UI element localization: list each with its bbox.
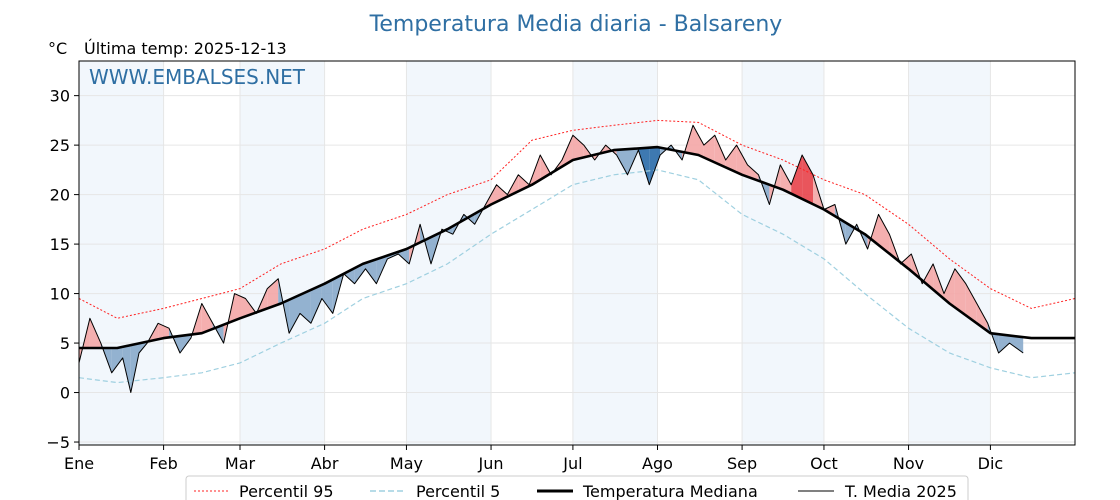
deviation-fill [802, 155, 813, 205]
deviation-fill [343, 268, 355, 284]
deviation-fill [725, 145, 737, 173]
y-tick-label: 5 [60, 334, 70, 353]
deviation-fill [1009, 335, 1024, 353]
y-tick-label: 25 [50, 136, 70, 155]
y-tick-label: 20 [50, 186, 70, 205]
series-line-percentil-95 [78, 119, 1076, 319]
legend-label-year: T. Media 2025 [844, 482, 957, 500]
deviation-fill [201, 303, 213, 334]
month-shade-band [406, 61, 492, 445]
deviation-fill [616, 149, 628, 175]
month-shade-band [908, 61, 991, 445]
x-tick-label: Mar [225, 454, 256, 473]
deviation-fill [791, 155, 803, 199]
deviation-fill [780, 164, 792, 194]
month-shade-band [742, 61, 824, 445]
deviation-fill [234, 293, 246, 321]
x-tick-label: Jul [562, 454, 582, 473]
deviation-fill [310, 284, 322, 324]
deviation-fill [649, 147, 661, 185]
deviation-fill [736, 145, 748, 177]
x-tick-label: Oct [810, 454, 838, 473]
deviation-fill [122, 345, 131, 393]
month-shade-band [572, 61, 658, 445]
unit-label: °C [48, 39, 67, 58]
deviation-fill [922, 263, 934, 290]
y-tick-label: 15 [50, 235, 70, 254]
deviation-fill [965, 283, 977, 324]
month-shade-band [79, 61, 164, 445]
y-tick-label: 0 [60, 384, 70, 403]
plot-area: −5 0 5 10 15 20 25 30 Ene Feb Mar Abr May Jun Jul Ago Se… [46, 60, 1076, 473]
y-tick-label: 30 [50, 87, 70, 106]
plot-frame [78, 60, 1076, 446]
chart-title: Temperatura Media diaria - Balsareny [369, 12, 783, 37]
legend-label-p5: Percentil 5 [416, 482, 500, 500]
deviation-fill [289, 294, 300, 334]
deviation-fill [300, 289, 311, 324]
deviation-fill [267, 278, 279, 309]
deviation-fill [714, 135, 726, 168]
series-line-percentil-5 [78, 169, 1076, 384]
x-tick-label: Ene [64, 454, 94, 473]
deviation-fill [572, 135, 584, 160]
deviation-fill [998, 334, 1010, 353]
y-tick-label: −5 [46, 433, 70, 452]
deviation-fill [562, 135, 573, 167]
deviation-fill [111, 346, 123, 373]
last-update-label: Última temp: 2025-12-13 [84, 39, 287, 58]
legend-box [185, 475, 969, 500]
series-line-mediana [79, 145, 1075, 350]
x-tick-label: Sep [727, 454, 757, 473]
deviation-fill [900, 254, 912, 272]
deviation-fill [703, 135, 715, 163]
deviation-fill [944, 268, 955, 308]
month-shade-band [239, 61, 325, 445]
x-tick-label: Nov [893, 454, 924, 473]
x-tick-label: Dic [978, 454, 1004, 473]
y-tick-label: 10 [50, 285, 70, 304]
deviation-fill [878, 214, 890, 254]
series-line-media-2025 [78, 124, 1024, 393]
x-tick-label: May [390, 454, 423, 473]
watermark: WWW.EMBALSES.NET [89, 65, 306, 89]
x-tick-label: Abr [311, 454, 339, 473]
legend-label-p95: Percentil 95 [239, 482, 334, 500]
deviation-fill [180, 334, 191, 353]
deviation-fill [693, 125, 704, 158]
deviation-fill [321, 279, 333, 314]
x-tick-label: Ago [642, 454, 673, 473]
legend-label-median: Temperatura Mediana [582, 482, 758, 500]
deviation-fill [365, 259, 377, 284]
x-tick-label: Jun [478, 454, 504, 473]
x-tick-label: Feb [149, 454, 177, 473]
legend: Percentil 95 Percentil 5 Temperatura Med… [185, 475, 969, 500]
